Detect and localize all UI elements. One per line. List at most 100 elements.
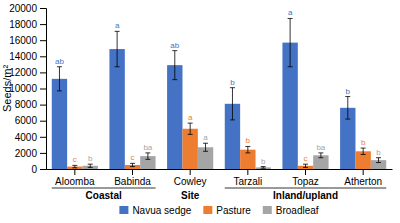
annotation: c (73, 155, 77, 164)
error-bar (376, 158, 381, 163)
tick: 14000 (9, 51, 46, 62)
tick-mark (40, 121, 46, 122)
group-label: Site (181, 190, 200, 201)
annotation: ab (55, 57, 64, 66)
tick: 20000 (9, 3, 46, 14)
annotation: b (361, 138, 366, 147)
tick: 10000 (9, 83, 46, 94)
annotation: c (304, 154, 308, 163)
tick: 8000 (15, 99, 46, 110)
tick-label: 0 (31, 164, 37, 175)
annotation: b (246, 136, 251, 145)
tick-label: 10000 (9, 83, 37, 94)
tick-label: Topaz (292, 176, 319, 187)
tick-mark (40, 24, 46, 25)
tick-label: 14000 (9, 51, 37, 62)
error-bar (130, 163, 135, 166)
error-bar (188, 123, 193, 134)
annotation: b (376, 148, 381, 157)
legend: Navua sedgePastureBroadleaf (119, 205, 318, 216)
tick-mark (40, 105, 46, 106)
error-bar (288, 18, 293, 66)
annotation: b (230, 78, 235, 87)
tick-mark (40, 8, 46, 9)
axis-line (40, 9, 47, 170)
tick-mark (363, 169, 364, 175)
tick-mark (132, 169, 133, 175)
tick-mark (40, 72, 46, 73)
legend-swatch (203, 206, 212, 214)
tick-mark (305, 169, 306, 175)
tick-label: 8000 (15, 99, 38, 110)
tick-label: 2000 (15, 148, 38, 159)
tick: 6000 (15, 115, 46, 126)
error-bar (230, 88, 235, 120)
tick: 16000 (9, 35, 46, 46)
tick-mark (190, 169, 191, 175)
legend-label: Navua sedge (132, 205, 191, 216)
tick-label: Aloomba (55, 176, 95, 187)
group-underline (225, 188, 386, 189)
series (83, 143, 387, 169)
error-bar (303, 164, 308, 167)
error-bar (245, 146, 250, 152)
error-bar (88, 164, 93, 167)
tick-label: Atherton (344, 176, 382, 187)
error-bar (145, 153, 150, 159)
series (67, 123, 371, 169)
annotation: ba (316, 143, 325, 152)
tick-label: 18000 (9, 19, 37, 30)
tick: 18000 (9, 19, 46, 30)
annotation: ab (170, 41, 179, 50)
annotation: a (115, 21, 120, 30)
error-bar (261, 167, 266, 169)
annotation: a (188, 113, 193, 122)
tick-mark (40, 153, 46, 154)
tick: Cowley (174, 169, 207, 187)
annotations: abaabbabccabcbbbaabbab (55, 8, 381, 165)
bar (256, 167, 271, 169)
tick: Aloomba (55, 169, 95, 187)
tick-label: 4000 (15, 132, 38, 143)
tick-label: 6000 (15, 115, 38, 126)
error-bar (345, 97, 350, 120)
bar (167, 65, 182, 169)
annotation: a (288, 8, 293, 17)
tick: Atherton (344, 169, 382, 187)
bar (182, 129, 197, 169)
tick-mark (74, 169, 75, 175)
legend-label: Pasture (216, 205, 251, 216)
tick-label: 20000 (9, 3, 37, 14)
tick: 12000 (9, 67, 46, 78)
tick-mark (247, 169, 248, 175)
tick: 2000 (15, 148, 46, 159)
annotation: c (131, 153, 135, 162)
error-bar (57, 67, 62, 91)
axis-line (47, 169, 393, 170)
tick-mark (40, 169, 46, 170)
annotation: b (346, 87, 351, 96)
tick: Babinda (114, 169, 151, 187)
legend-item: Pasture (203, 205, 251, 216)
group-label: Coastal (86, 190, 122, 201)
tick-mark (40, 89, 46, 90)
tick-mark (40, 40, 46, 41)
y-axis: 0 2000 4000 6000 8000 10000 12000 14000 16000 180… (9, 3, 46, 175)
tick: 0 (31, 164, 46, 175)
annotation: ba (143, 143, 152, 152)
legend-item: Navua sedge (119, 205, 191, 216)
plot-area (52, 18, 386, 169)
error-bar (203, 143, 208, 151)
tick-label: Cowley (174, 176, 207, 187)
legend-swatch (119, 206, 128, 214)
error-bar (361, 148, 366, 154)
annotation: b (261, 157, 266, 166)
error-bar (318, 153, 323, 158)
annotation: b (88, 154, 93, 163)
x-axis: AloombaBabindaCowleyTarzaliTopazAtherton (47, 169, 393, 187)
error-bar (172, 51, 177, 80)
category-groups: CoastalSiteInland/upland (52, 188, 386, 201)
tick-mark (40, 137, 46, 138)
y-axis-title: Seeds/m² (1, 65, 13, 112)
tick-label: Babinda (114, 176, 151, 187)
